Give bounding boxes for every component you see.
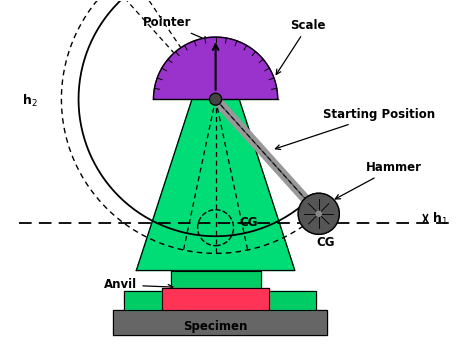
Circle shape — [298, 193, 339, 234]
Text: CG: CG — [316, 236, 335, 249]
Text: Anvil: Anvil — [104, 279, 173, 292]
Polygon shape — [137, 99, 295, 271]
Text: Scale: Scale — [276, 19, 326, 74]
Text: Starting Position: Starting Position — [275, 108, 435, 149]
Text: CG: CG — [239, 215, 258, 229]
Circle shape — [210, 93, 221, 105]
Polygon shape — [124, 291, 316, 310]
Text: Specimen: Specimen — [183, 320, 248, 332]
Polygon shape — [113, 310, 327, 335]
Text: h$_2$: h$_2$ — [22, 93, 38, 109]
Text: Pointer: Pointer — [143, 17, 208, 41]
Polygon shape — [171, 271, 261, 291]
Text: h$_1$: h$_1$ — [432, 210, 447, 227]
Polygon shape — [162, 289, 269, 310]
Text: End of
Swing: End of Swing — [0, 358, 1, 359]
Text: Hammer: Hammer — [335, 161, 422, 199]
Circle shape — [316, 211, 321, 216]
Polygon shape — [154, 37, 278, 99]
